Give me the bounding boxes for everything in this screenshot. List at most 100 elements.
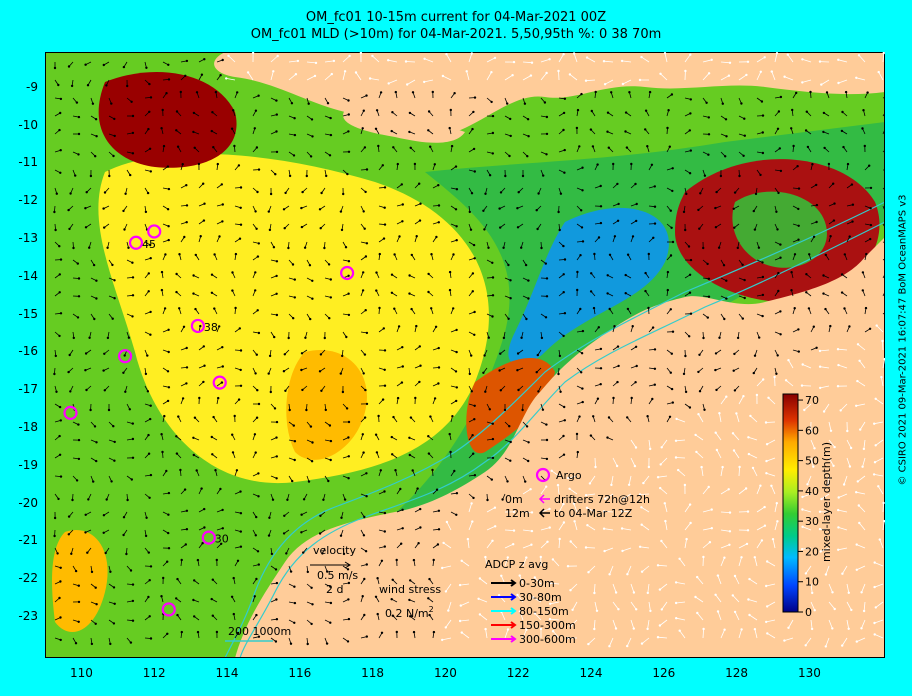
wind-stress-vector-head xyxy=(787,626,790,629)
current-vector-head xyxy=(107,408,111,412)
argo-float-marker[interactable] xyxy=(117,349,133,364)
argo-float-marker[interactable] xyxy=(63,405,78,420)
colorbar-tick-label: 40 xyxy=(805,485,819,498)
argo-float-marker[interactable] xyxy=(212,375,227,390)
wind-stress-vector-head xyxy=(478,577,482,580)
current-vector-head xyxy=(401,346,404,349)
current-vector-head xyxy=(105,498,108,501)
current-vector-head xyxy=(562,334,565,338)
argo-float-marker[interactable] xyxy=(201,530,216,545)
current-vector-head xyxy=(212,146,215,149)
wind-stress-vector-head xyxy=(493,56,497,60)
wind-stress-vector xyxy=(882,521,885,531)
map-panel[interactable]: 45 38 30 0 10 20 30 40 50 60 70 mixed-layer depth… xyxy=(45,51,891,658)
current-vector-head xyxy=(670,93,674,96)
current-vector-head xyxy=(167,386,171,389)
current-vector-head xyxy=(363,227,366,230)
wind-stress-vector-head xyxy=(296,59,300,63)
current-vector-head xyxy=(779,333,782,336)
current-vector-head xyxy=(848,235,851,238)
argo-float-marker[interactable] xyxy=(190,318,205,334)
current-vector-head xyxy=(592,415,595,418)
current-vector-head xyxy=(254,534,257,537)
current-vector-head xyxy=(175,290,178,294)
current-vector-head xyxy=(578,145,581,148)
current-vector-head xyxy=(213,253,216,256)
current-vector-head xyxy=(562,128,565,132)
current-vector-head xyxy=(409,146,412,149)
wind-stress-vector xyxy=(461,632,470,639)
wind-stress-vector-head xyxy=(771,538,775,541)
current-vector-head xyxy=(201,542,204,545)
wind-stress-vector xyxy=(306,75,316,81)
wind-stress-vector-head xyxy=(786,53,789,56)
wind-stress-vector-head xyxy=(675,417,678,421)
current-vector-head xyxy=(437,509,441,512)
current-vector-head xyxy=(698,390,702,393)
current-vector-head xyxy=(741,263,744,266)
wind-stress-vector-head xyxy=(770,484,773,487)
wind-stress-vector xyxy=(787,54,794,63)
current-vector-head xyxy=(410,307,413,311)
argo-float-marker[interactable] xyxy=(161,602,176,617)
island-timor-west xyxy=(343,109,465,143)
current-vector-head xyxy=(185,366,189,369)
current-vector-head xyxy=(185,221,188,224)
current-vector-head xyxy=(192,274,195,277)
wind-stress-vector xyxy=(612,457,618,467)
wind-stress-vector xyxy=(720,557,725,567)
current-vector-head xyxy=(576,450,579,454)
wind-stress-vector-head xyxy=(546,540,549,543)
wind-stress-vector xyxy=(661,540,668,549)
wind-stress-vector-head xyxy=(716,610,720,613)
current-vector-head xyxy=(122,516,126,519)
current-vector-head xyxy=(391,453,394,456)
wind-stress-vector-head xyxy=(826,483,829,487)
wind-stress-vector xyxy=(587,524,596,531)
wind-stress-vector xyxy=(522,529,532,532)
wind-stress-vector xyxy=(734,611,740,621)
wind-stress-vector-head xyxy=(766,560,769,563)
wind-stress-vector xyxy=(702,527,712,531)
current-vector-head xyxy=(792,144,795,148)
current-vector-head xyxy=(452,253,455,256)
current-vector-head xyxy=(390,129,393,133)
current-vector-head xyxy=(282,532,286,535)
wind-stress-vector xyxy=(784,637,794,641)
current-vector-head xyxy=(437,528,441,531)
current-vector-head xyxy=(275,581,279,585)
current-vector-head xyxy=(267,534,271,537)
current-vector-head xyxy=(608,253,612,256)
current-vector-head xyxy=(383,490,386,493)
argo-float-label: 30 xyxy=(215,533,229,546)
wind-stress-vector xyxy=(696,576,704,585)
current-vector-head xyxy=(473,310,476,314)
wind-stress-vector-head xyxy=(839,409,842,412)
wind-stress-vector-head xyxy=(568,73,572,76)
lon-tick-label: 124 xyxy=(579,666,603,680)
current-vector-head xyxy=(340,228,344,232)
wind-stress-vector xyxy=(627,565,632,575)
wind-stress-vector xyxy=(856,403,866,407)
wind-stress-vector-head xyxy=(594,465,597,469)
current-vector-head xyxy=(160,595,163,598)
current-vector-head xyxy=(362,271,365,274)
argo-float-marker[interactable] xyxy=(128,235,144,250)
current-vector-head xyxy=(671,330,675,333)
current-vector-head xyxy=(390,273,394,276)
wind-stress-vector-head xyxy=(587,571,590,574)
wind-stress-vector xyxy=(661,601,668,610)
current-vector-head xyxy=(684,228,687,232)
current-vector-head xyxy=(257,402,261,406)
current-vector-head xyxy=(67,515,71,518)
argo-float-marker[interactable] xyxy=(147,224,162,239)
wind-stress-vector xyxy=(460,619,470,622)
colorbar-tick-label: 30 xyxy=(805,515,819,528)
wind-stress-vector-head xyxy=(727,74,731,77)
wind-stress-vector-head xyxy=(773,375,776,379)
current-vector-head xyxy=(346,640,350,643)
argo-float-marker[interactable] xyxy=(340,265,355,281)
current-vector-head xyxy=(329,278,332,281)
drifter-legend-text-1: drifters 72h@12h xyxy=(554,493,650,506)
wind-stress-vector xyxy=(828,421,832,431)
